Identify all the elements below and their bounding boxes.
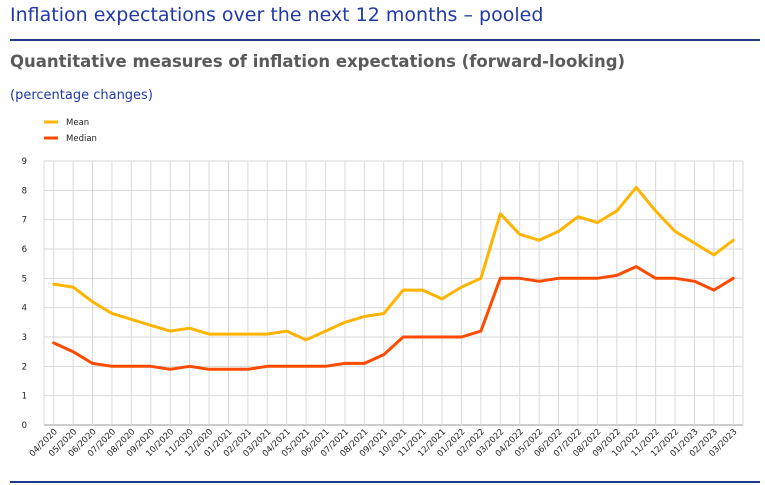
legend-label-mean: Mean — [66, 118, 89, 128]
y-tick-label: 3 — [22, 333, 27, 343]
y-tick-label: 9 — [22, 157, 27, 167]
y-tick-label: 1 — [22, 392, 27, 402]
y-tick-label: 0 — [22, 421, 27, 431]
page-title: Inflation expectations over the next 12 … — [10, 4, 544, 26]
y-tick-label: 4 — [22, 304, 27, 314]
y-tick-label: 6 — [22, 245, 27, 255]
bottom-divider — [10, 481, 760, 483]
chart-subtitle: Quantitative measures of inflation expec… — [10, 52, 626, 71]
y-tick-label: 8 — [22, 186, 27, 196]
series-line-median — [52, 265, 735, 371]
legend-label-median: Median — [66, 134, 97, 144]
y-tick-label: 5 — [22, 274, 27, 284]
series-line-mean — [52, 185, 735, 342]
title-divider — [10, 39, 760, 41]
y-tick-label: 2 — [22, 362, 27, 372]
units-label: (percentage changes) — [10, 88, 153, 103]
y-tick-label: 7 — [22, 216, 27, 226]
